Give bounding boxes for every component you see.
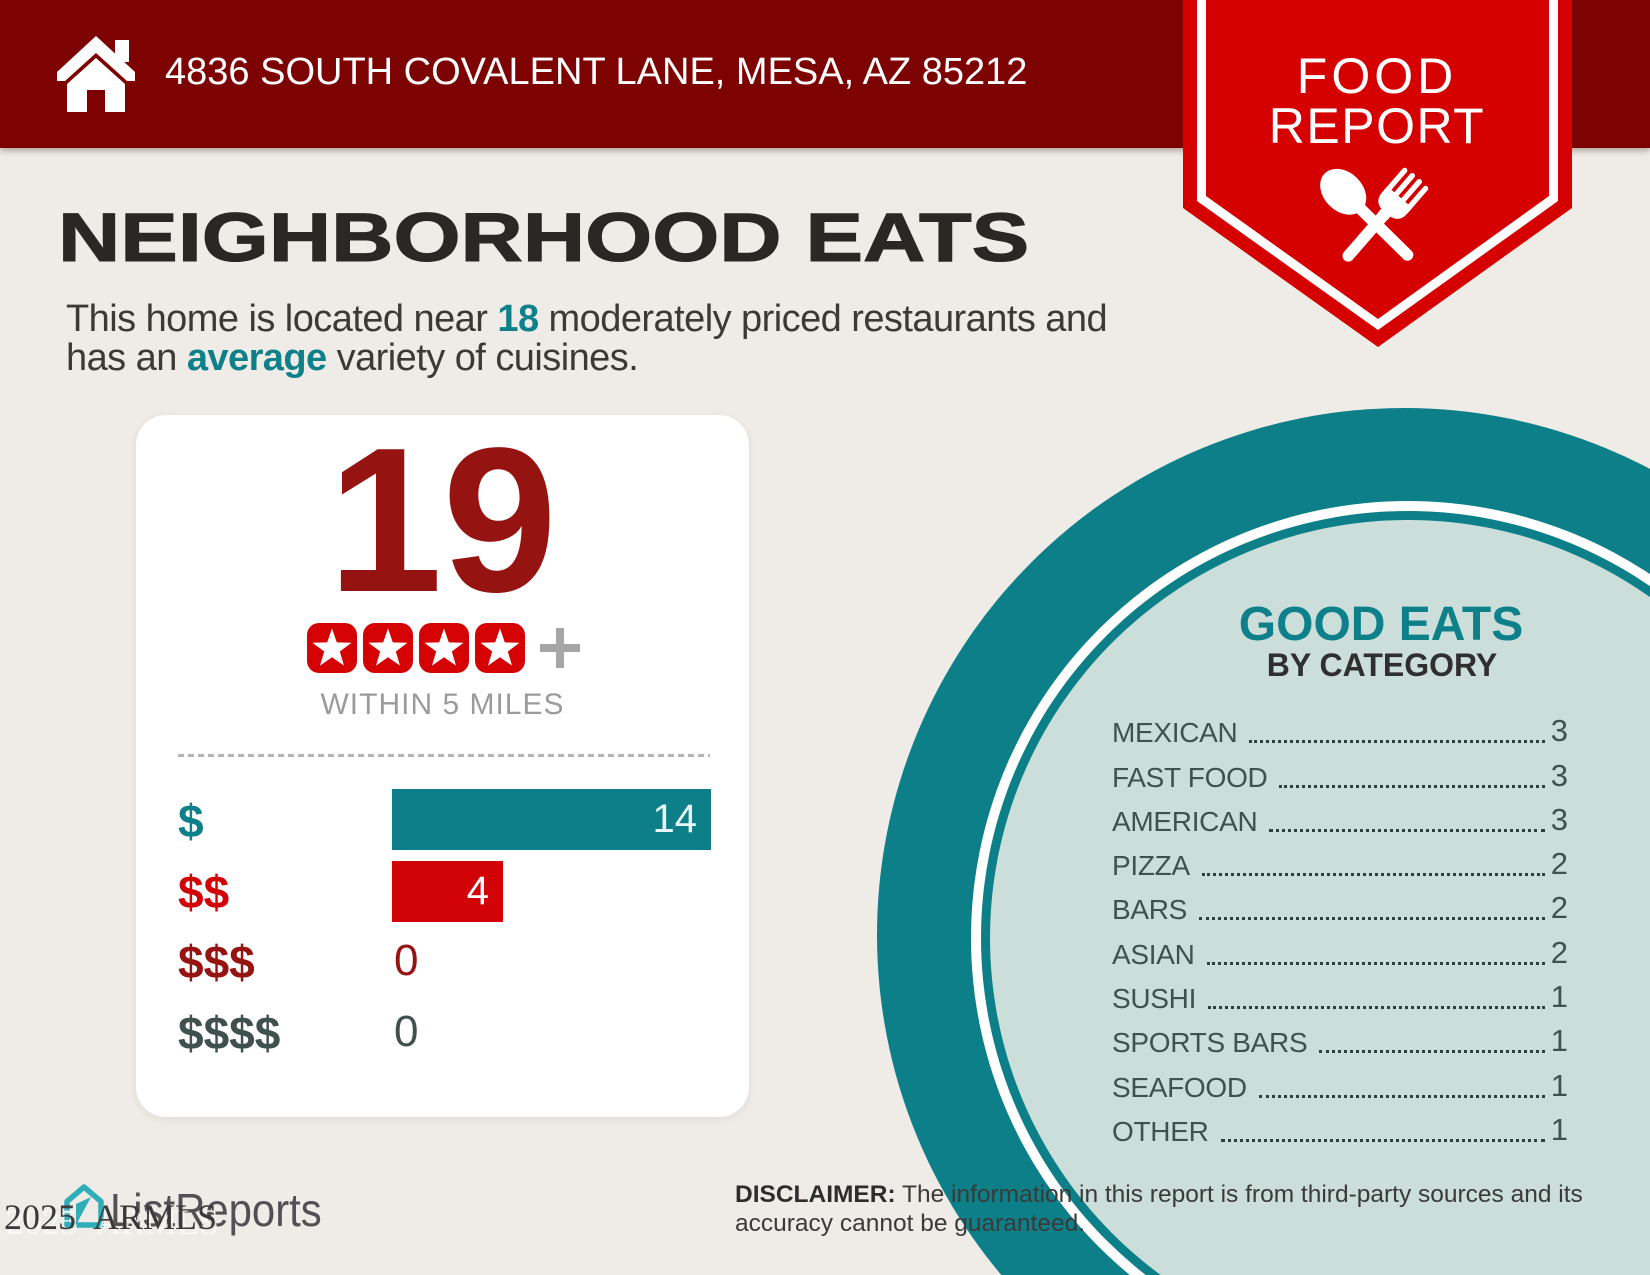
svg-text:REPORT: REPORT [1269,98,1485,154]
svg-text:FOOD: FOOD [1297,48,1457,104]
